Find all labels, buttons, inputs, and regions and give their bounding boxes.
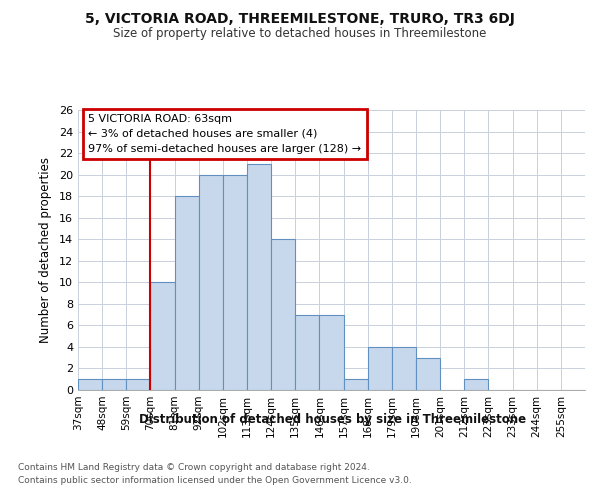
Text: 5 VICTORIA ROAD: 63sqm
← 3% of detached houses are smaller (4)
97% of semi-detac: 5 VICTORIA ROAD: 63sqm ← 3% of detached …: [88, 114, 361, 154]
Bar: [271, 239, 295, 390]
Bar: [223, 174, 247, 390]
Bar: [78, 379, 102, 390]
Text: 5, VICTORIA ROAD, THREEMILESTONE, TRURO, TR3 6DJ: 5, VICTORIA ROAD, THREEMILESTONE, TRURO,…: [85, 12, 515, 26]
Bar: [102, 379, 126, 390]
Bar: [126, 379, 151, 390]
Text: Distribution of detached houses by size in Threemilestone: Distribution of detached houses by size …: [139, 412, 527, 426]
Text: Contains public sector information licensed under the Open Government Licence v3: Contains public sector information licen…: [18, 476, 412, 485]
Bar: [392, 347, 416, 390]
Bar: [247, 164, 271, 390]
Bar: [199, 174, 223, 390]
Text: Size of property relative to detached houses in Threemilestone: Size of property relative to detached ho…: [113, 28, 487, 40]
Bar: [368, 347, 392, 390]
Bar: [175, 196, 199, 390]
Bar: [319, 314, 344, 390]
Bar: [295, 314, 319, 390]
Bar: [151, 282, 175, 390]
Bar: [416, 358, 440, 390]
Y-axis label: Number of detached properties: Number of detached properties: [39, 157, 52, 343]
Bar: [464, 379, 488, 390]
Text: Contains HM Land Registry data © Crown copyright and database right 2024.: Contains HM Land Registry data © Crown c…: [18, 462, 370, 471]
Bar: [344, 379, 368, 390]
